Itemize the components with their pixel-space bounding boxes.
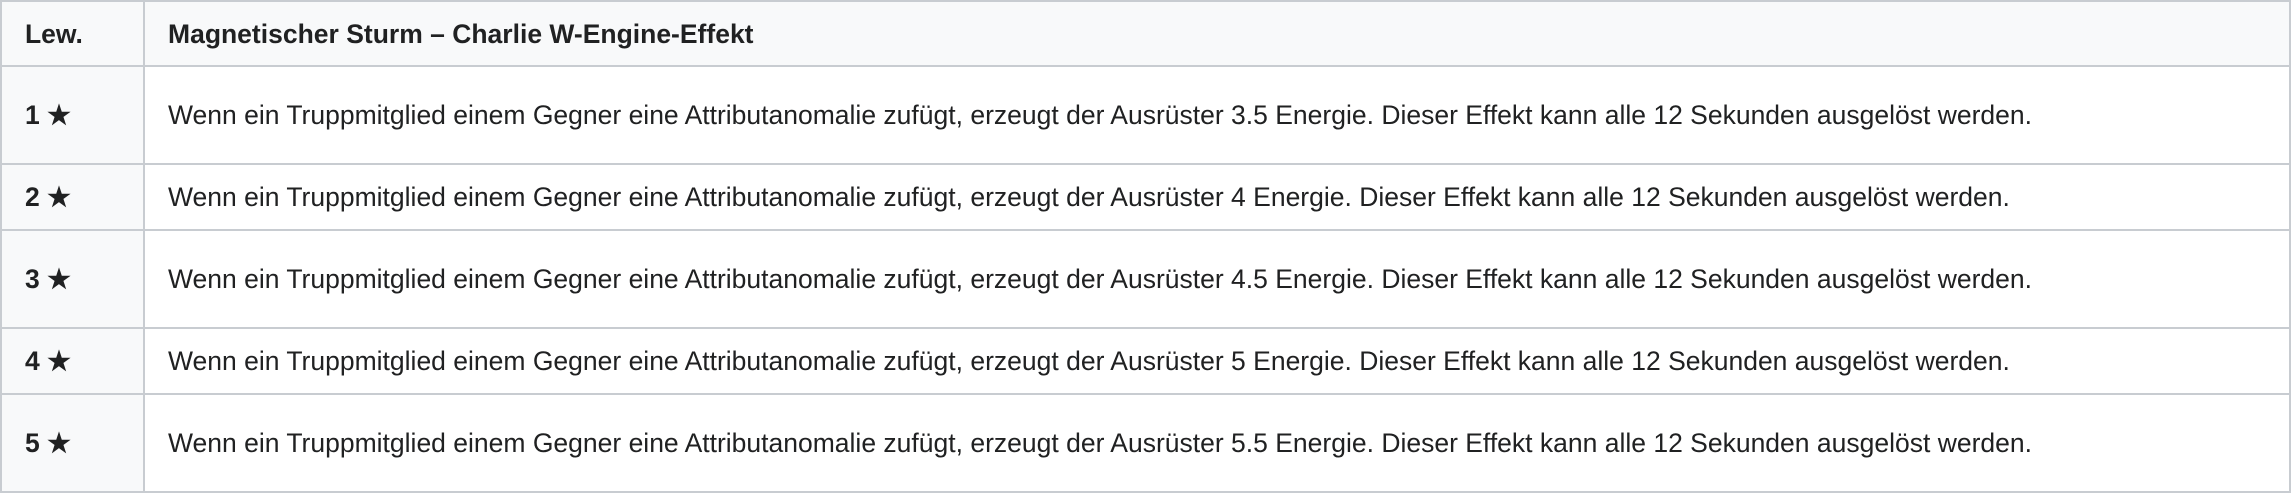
header-row: Lew. Magnetischer Sturm – Charlie W-Engi…	[0, 0, 2291, 67]
effect-cell: Wenn ein Truppmitglied einem Gegner eine…	[143, 393, 2291, 493]
level-cell: 1 ★	[0, 65, 145, 165]
level-cell: 3 ★	[0, 229, 145, 329]
table-row: 5 ★ Wenn ein Truppmitglied einem Gegner …	[0, 393, 2291, 493]
level-cell: 4 ★	[0, 327, 145, 395]
table-row: 3 ★ Wenn ein Truppmitglied einem Gegner …	[0, 229, 2291, 329]
table-row: 2 ★ Wenn ein Truppmitglied einem Gegner …	[0, 163, 2291, 231]
level-cell: 2 ★	[0, 163, 145, 231]
level-column-header: Lew.	[0, 0, 145, 67]
effect-cell: Wenn ein Truppmitglied einem Gegner eine…	[143, 327, 2291, 395]
table-row: 4 ★ Wenn ein Truppmitglied einem Gegner …	[0, 327, 2291, 395]
level-cell: 5 ★	[0, 393, 145, 493]
table-row: 1 ★ Wenn ein Truppmitglied einem Gegner …	[0, 65, 2291, 165]
effect-cell: Wenn ein Truppmitglied einem Gegner eine…	[143, 163, 2291, 231]
effect-cell: Wenn ein Truppmitglied einem Gegner eine…	[143, 229, 2291, 329]
effect-column-header: Magnetischer Sturm – Charlie W-Engine-Ef…	[143, 0, 2291, 67]
effect-cell: Wenn ein Truppmitglied einem Gegner eine…	[143, 65, 2291, 165]
